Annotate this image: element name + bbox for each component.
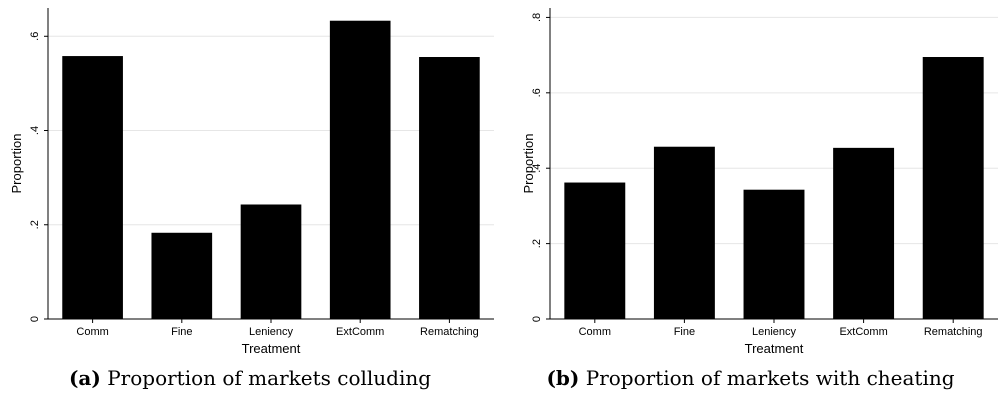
bar-comm bbox=[564, 182, 626, 319]
bar-rematching bbox=[419, 57, 480, 319]
x-tick-label-comm: Comm bbox=[76, 326, 108, 338]
x-tick-label-rematching: Rematching bbox=[924, 326, 983, 338]
y-tick-label-0-1: .2 bbox=[29, 220, 41, 229]
x-tick-label-extcomm: ExtComm bbox=[839, 326, 887, 338]
x-axis-title-0: Treatment bbox=[242, 341, 301, 356]
caption-a-text: Proportion of markets colluding bbox=[107, 366, 432, 390]
bar-extcomm bbox=[329, 20, 391, 320]
y-tick-label-1-1: .2 bbox=[531, 239, 543, 248]
y-tick-label-1-0: 0 bbox=[531, 316, 543, 322]
bar-chart-b: Comm Fine Leniency ExtComm Rematching 0 .2 .4 .6… bbox=[521, 8, 998, 356]
x-tick-label-leniency: Leniency bbox=[249, 326, 294, 338]
bar-fine bbox=[151, 232, 213, 319]
x-tick-label-fine: Fine bbox=[674, 326, 695, 338]
bar-chart-a: Comm Fine Leniency ExtComm Rematching 0 .2 .4 .6… bbox=[9, 8, 494, 356]
x-tick-label-rematching: Rematching bbox=[420, 326, 479, 338]
y-tick-label-0-0: 0 bbox=[29, 316, 41, 322]
y-tick-label-1-4: .8 bbox=[531, 13, 543, 22]
x-tick-label-fine: Fine bbox=[171, 326, 192, 338]
bar-fine bbox=[653, 146, 715, 319]
bar-comm bbox=[62, 56, 123, 320]
bar-rematching bbox=[922, 57, 984, 319]
y-axis-title-1: Proportion bbox=[521, 134, 536, 194]
y-tick-label-1-3: .6 bbox=[531, 88, 543, 97]
caption-a-tag: (a) bbox=[68, 366, 101, 390]
x-tick-label-leniency: Leniency bbox=[752, 326, 797, 338]
caption-b-tag: (b) bbox=[546, 366, 580, 390]
y-tick-label-0-2: .4 bbox=[29, 126, 41, 135]
caption-a: (a) Proportion of markets colluding bbox=[0, 366, 500, 390]
y-axis-title-0: Proportion bbox=[9, 134, 24, 194]
x-tick-label-extcomm: ExtComm bbox=[336, 326, 384, 338]
x-tick-label-comm: Comm bbox=[579, 326, 611, 338]
caption-b-text: Proportion of markets with cheating bbox=[585, 366, 955, 390]
caption-b: (b) Proportion of markets with cheating bbox=[500, 366, 1001, 390]
y-tick-label-1-2: .4 bbox=[531, 164, 543, 173]
chart-panel-b: Comm Fine Leniency ExtComm Rematching 0 .2 .4 .6… bbox=[500, 0, 1001, 409]
bar-extcomm bbox=[833, 147, 895, 319]
x-axis-title-1: Treatment bbox=[745, 341, 804, 356]
bar-leniency bbox=[743, 189, 805, 319]
y-tick-label-0-3: .6 bbox=[29, 32, 41, 41]
bar-leniency bbox=[240, 204, 302, 319]
chart-panel-a: Comm Fine Leniency ExtComm Rematching 0 .2 .4 .6… bbox=[0, 0, 500, 409]
